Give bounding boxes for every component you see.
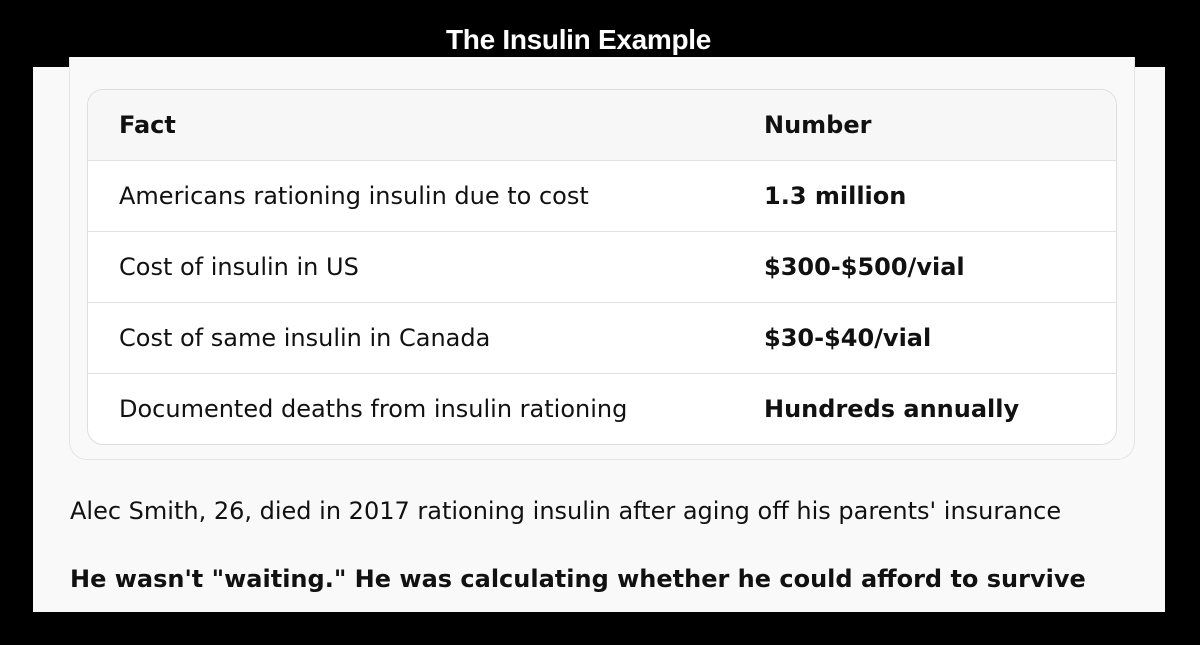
header-cell: Number: [764, 111, 872, 139]
paragraph: He wasn't "waiting." He was calculating …: [70, 565, 1086, 593]
table-row: Cost of same insulin in Canada $30-$40/vi…: [88, 302, 1116, 373]
header-cell: Fact: [119, 111, 176, 139]
table-cell: Documented deaths from insulin rationing: [119, 395, 628, 423]
content-panel: Fact Number Americans rationing insulin …: [33, 57, 1165, 612]
table: Fact Number Americans rationing insulin …: [87, 89, 1117, 445]
table-cell: Hundreds annually: [764, 395, 1020, 423]
table-row: Americans rationing insulin due to cost 1…: [88, 160, 1116, 231]
table-cell: $300-$500/vial: [764, 253, 965, 281]
table-cell: 1.3 million: [764, 182, 907, 210]
table-row: Cost of insulin in US $300-$500/vial: [88, 231, 1116, 302]
title: The Insulin Example: [445, 24, 712, 55]
header-row: Fact Number: [88, 90, 1116, 160]
table-cell: Cost of same insulin in Canada: [119, 324, 491, 352]
table-cell: Cost of insulin in US: [119, 253, 359, 281]
table-cell: $30-$40/vial: [764, 324, 932, 352]
table-row: Documented deaths from insulin rationing…: [88, 373, 1116, 444]
table-cell: Americans rationing insulin due to cost: [119, 182, 589, 210]
paragraph: Alec Smith, 26, died in 2017 rationing i…: [70, 497, 1062, 525]
